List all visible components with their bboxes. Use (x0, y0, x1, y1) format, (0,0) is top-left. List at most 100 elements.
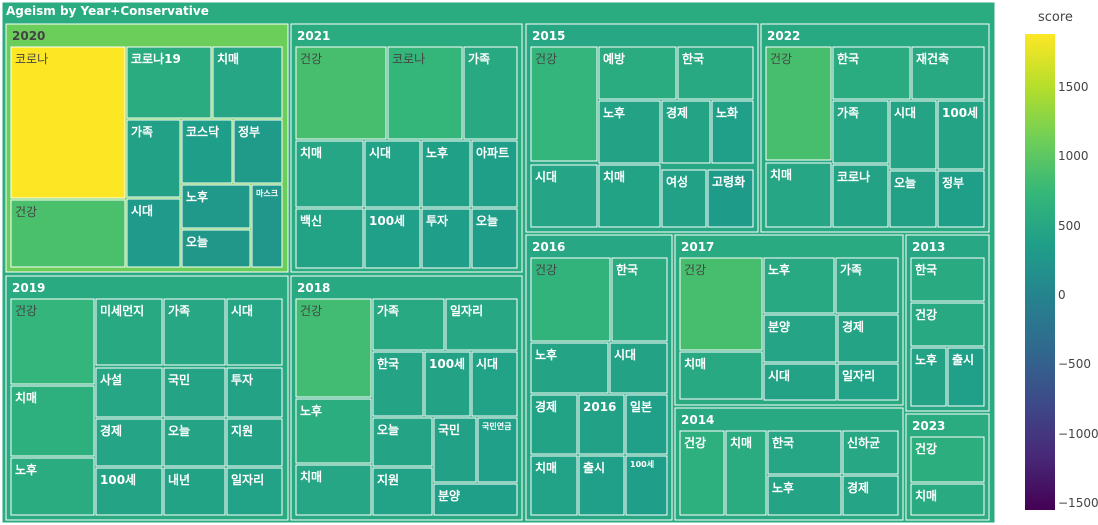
treemap-cell[interactable] (530, 455, 578, 516)
treemap-cell[interactable] (372, 417, 433, 467)
treemap-cell[interactable] (609, 342, 668, 394)
treemap-cell[interactable] (126, 46, 212, 119)
treemap-cell[interactable] (625, 394, 668, 455)
treemap-cell[interactable] (226, 418, 283, 467)
treemap-cell[interactable] (611, 257, 668, 342)
treemap-cell[interactable] (95, 367, 163, 418)
treemap-cell[interactable] (530, 164, 598, 228)
treemap-cell[interactable] (832, 46, 911, 100)
treemap-cell[interactable] (372, 467, 433, 516)
treemap-cell[interactable] (832, 164, 889, 228)
treemap-cell[interactable] (163, 367, 226, 418)
treemap-cell[interactable] (421, 140, 471, 208)
treemap-cell[interactable] (163, 418, 226, 467)
treemap-cell[interactable] (471, 140, 518, 208)
treemap-cell[interactable] (835, 257, 899, 314)
treemap-cell[interactable] (937, 100, 985, 170)
treemap-cell[interactable] (530, 46, 598, 162)
treemap-cell[interactable] (677, 46, 754, 100)
treemap-cell[interactable] (95, 418, 163, 467)
treemap-cell[interactable] (679, 430, 725, 516)
treemap-cell[interactable] (10, 457, 95, 516)
treemap-cell[interactable] (10, 298, 95, 385)
treemap-cell[interactable] (163, 467, 226, 516)
treemap-cell[interactable] (226, 367, 283, 418)
treemap-cell[interactable] (95, 298, 163, 366)
treemap-cell[interactable] (126, 198, 181, 268)
treemap-cell[interactable] (598, 164, 661, 228)
treemap-cell[interactable] (181, 184, 251, 229)
treemap-cell[interactable] (661, 100, 711, 164)
treemap-cell[interactable] (226, 298, 283, 366)
treemap-cell[interactable] (578, 394, 625, 455)
treemap-cell[interactable] (598, 100, 661, 164)
treemap-cell[interactable] (226, 467, 283, 516)
treemap-cell[interactable] (530, 394, 578, 455)
treemap-cell[interactable] (433, 417, 477, 483)
treemap-cell[interactable] (767, 430, 842, 475)
treemap-cell[interactable] (233, 119, 283, 184)
treemap-cell[interactable] (387, 46, 463, 140)
treemap-cell[interactable] (530, 342, 609, 394)
treemap-cell[interactable] (295, 298, 372, 398)
treemap-cell[interactable] (10, 46, 126, 199)
treemap-cell[interactable] (842, 475, 899, 516)
treemap-cell[interactable] (10, 385, 95, 457)
treemap-cell[interactable] (421, 208, 471, 269)
treemap-cell[interactable] (95, 467, 163, 516)
treemap-cell[interactable] (578, 455, 625, 516)
treemap-cell[interactable] (910, 347, 947, 407)
treemap-cell[interactable] (433, 483, 518, 516)
treemap-cell[interactable] (463, 46, 518, 140)
treemap-cell[interactable] (364, 208, 421, 269)
treemap-cell[interactable] (711, 100, 754, 164)
treemap-cell[interactable] (679, 257, 763, 351)
treemap-cell[interactable] (725, 430, 767, 516)
treemap-cell[interactable] (598, 46, 677, 100)
treemap-cell[interactable] (889, 170, 937, 228)
treemap-cell[interactable] (910, 302, 985, 347)
treemap-cell[interactable] (364, 140, 421, 208)
treemap-cell[interactable] (10, 199, 126, 268)
treemap-cell[interactable] (837, 314, 899, 363)
treemap-cell[interactable] (126, 119, 181, 198)
treemap-cell[interactable] (889, 100, 937, 170)
treemap-cell[interactable] (661, 169, 707, 228)
treemap-cell[interactable] (295, 464, 372, 516)
treemap-cell[interactable] (911, 46, 985, 100)
treemap-cell[interactable] (477, 417, 518, 483)
treemap-cell[interactable] (424, 351, 471, 417)
treemap-cell[interactable] (163, 298, 226, 366)
treemap-cell[interactable] (471, 208, 518, 269)
treemap-cell[interactable] (763, 363, 837, 401)
treemap-cell[interactable] (295, 208, 364, 269)
treemap-cell[interactable] (837, 363, 899, 401)
treemap-cell[interactable] (767, 475, 842, 516)
treemap-cell[interactable] (842, 430, 899, 475)
treemap-cell[interactable] (707, 169, 754, 228)
treemap-cell[interactable] (625, 455, 668, 516)
treemap-cell[interactable] (372, 298, 445, 351)
treemap-cell[interactable] (937, 170, 985, 228)
treemap-cell[interactable] (295, 398, 372, 464)
treemap-cell[interactable] (910, 483, 985, 516)
treemap-cell[interactable] (372, 351, 424, 417)
treemap-cell[interactable] (910, 436, 985, 483)
treemap-cell[interactable] (181, 119, 233, 184)
treemap-cell[interactable] (763, 257, 835, 314)
treemap-cell[interactable] (471, 351, 518, 417)
treemap-cell[interactable] (910, 257, 985, 302)
treemap-cell[interactable] (765, 162, 832, 228)
treemap-cell[interactable] (763, 314, 837, 363)
treemap-cell[interactable] (181, 229, 251, 268)
treemap-cell[interactable] (530, 257, 611, 342)
treemap-cell[interactable] (679, 351, 763, 400)
treemap-cell[interactable] (212, 46, 283, 119)
treemap-cell[interactable] (295, 140, 364, 208)
treemap-cell[interactable] (947, 347, 985, 407)
treemap-cell[interactable] (295, 46, 387, 140)
treemap-cell[interactable] (765, 46, 832, 161)
treemap-cell[interactable] (832, 100, 889, 164)
treemap-cell[interactable] (251, 184, 283, 268)
treemap-cell[interactable] (445, 298, 518, 351)
